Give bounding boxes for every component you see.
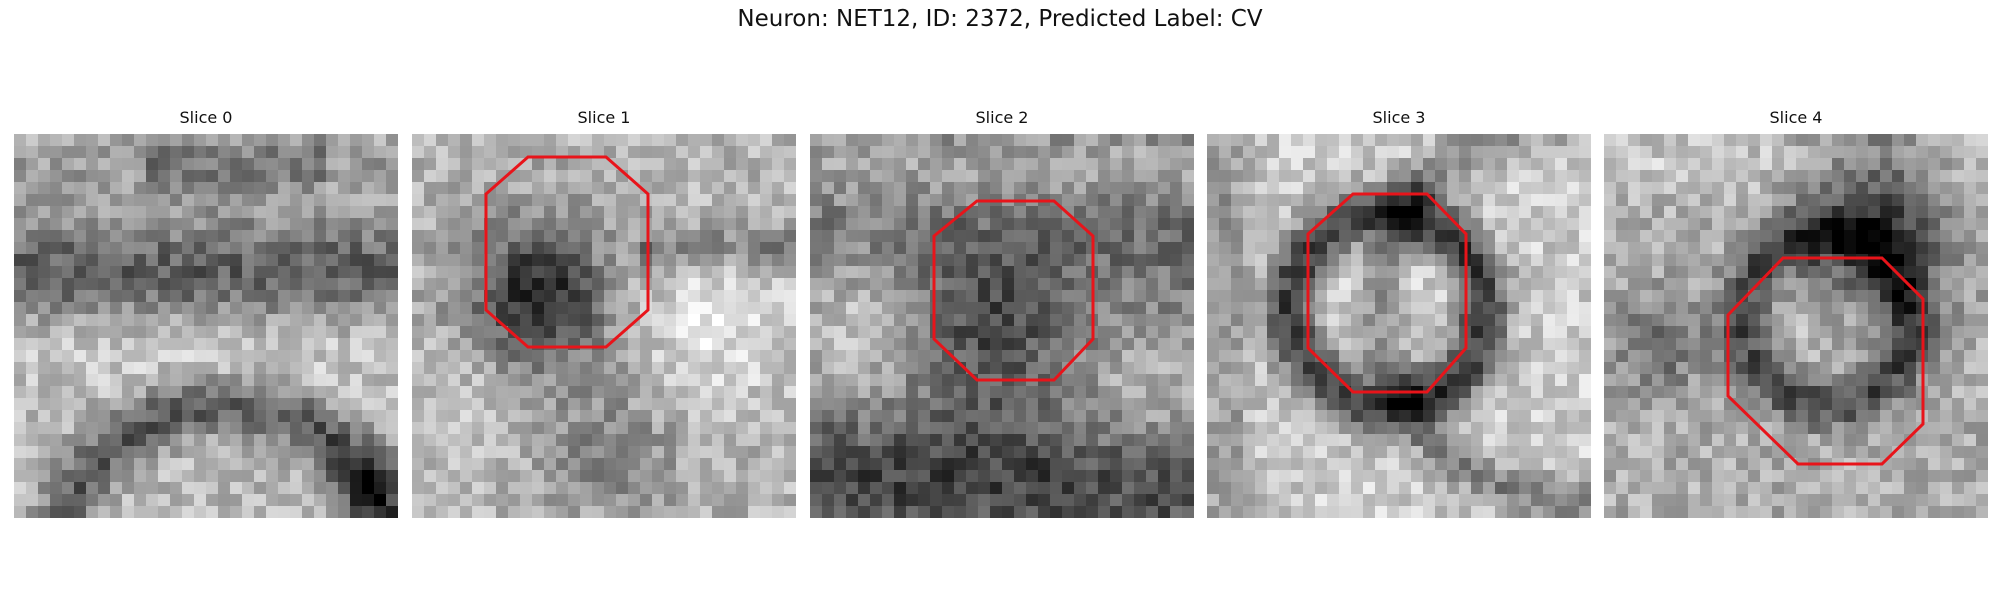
slice-title: Slice 4 [1769, 108, 1823, 127]
pixel-grid [1604, 134, 1988, 518]
figure-title: Neuron: NET12, ID: 2372, Predicted Label… [737, 6, 1263, 32]
slice-image-0 [14, 134, 398, 518]
roi-outline [932, 199, 1095, 382]
slice-image-3 [1207, 134, 1591, 518]
pixel-grid [1207, 134, 1591, 518]
slice-title: Slice 0 [179, 108, 233, 127]
pixel-grid [14, 134, 398, 518]
pixel-grid [810, 134, 1194, 518]
pixel-grid [412, 134, 796, 518]
slice-image-4 [1604, 134, 1988, 518]
slice-title: Slice 2 [975, 108, 1029, 127]
roi-outline [484, 155, 650, 349]
slice-title: Slice 1 [577, 108, 631, 127]
roi-outline [1726, 256, 1925, 466]
slice-image-2 [810, 134, 1194, 518]
slice-title: Slice 3 [1372, 108, 1426, 127]
slice-image-1 [412, 134, 796, 518]
roi-outline [1306, 192, 1468, 394]
